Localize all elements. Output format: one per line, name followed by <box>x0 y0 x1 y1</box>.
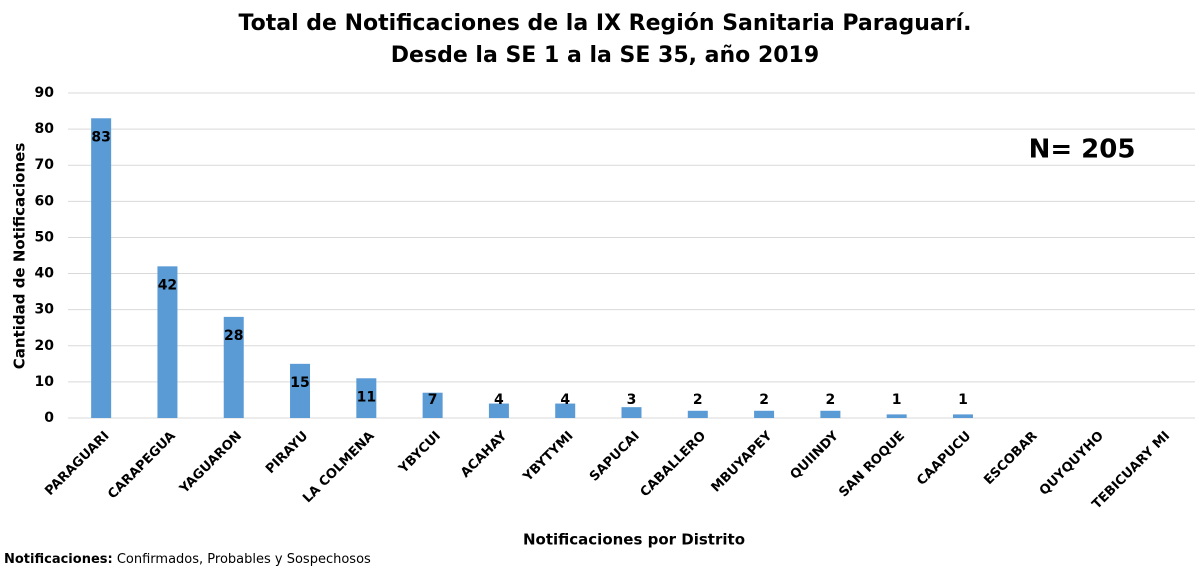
y-tick-label: 80 <box>35 121 55 137</box>
x-axis-title: Notificaciones por Distrito <box>523 531 745 549</box>
bar <box>422 392 443 418</box>
value-label: 15 <box>290 375 309 391</box>
x-tick-label: SAN ROQUE <box>836 429 908 501</box>
y-axis-title: Cantidad de Notificaciones <box>11 143 29 370</box>
bar <box>555 403 576 418</box>
value-label: 83 <box>91 129 110 145</box>
x-tick-label: YAGUARON <box>176 429 245 498</box>
x-tick-label: LA COLMENA <box>300 429 377 506</box>
x-tick-label: PARAGUARI <box>42 429 112 499</box>
bar <box>952 414 973 418</box>
bar <box>356 378 377 418</box>
value-label: 7 <box>428 392 438 408</box>
bar <box>290 363 311 418</box>
footnote-text: Confirmados, Probables y Sospechosos <box>117 552 371 567</box>
x-tick-label: CAAPUCU <box>914 429 974 489</box>
y-tick-label: 90 <box>35 85 55 101</box>
y-tick-label: 0 <box>44 410 54 426</box>
chart-subtitle: Desde la SE 1 a la SE 35, año 2019 <box>391 43 819 68</box>
y-tick-label: 10 <box>35 374 55 390</box>
x-tick-label: YBYTYMI <box>520 429 577 486</box>
footnote-label: Notificaciones: <box>4 552 113 567</box>
x-tick-label: MBUYAPEY <box>709 428 776 495</box>
bar <box>754 410 775 418</box>
bar <box>157 266 178 418</box>
x-tick-label: QUYQUYHO <box>1037 429 1107 499</box>
value-label: 1 <box>958 392 968 408</box>
x-tick-label: ACAHAY <box>458 428 511 481</box>
x-tick-label: ESCOBAR <box>981 429 1040 488</box>
x-tick-label: PIRAYU <box>263 429 311 477</box>
bar <box>91 118 112 419</box>
y-tick-label: 70 <box>35 157 55 173</box>
y-tick-label: 50 <box>35 229 55 245</box>
y-tick-label: 30 <box>35 302 55 318</box>
x-tick-label: CABALLERO <box>638 429 709 500</box>
x-tick-label: YBYCUI <box>395 429 443 477</box>
value-label: 11 <box>357 389 376 405</box>
chart-title: Total de Notificaciones de la IX Región … <box>239 11 972 36</box>
x-tick-label: CARAPEGUA <box>105 429 179 503</box>
value-label: 2 <box>759 392 769 408</box>
value-label: 3 <box>627 392 637 408</box>
footnote: Notificaciones: Confirmados, Probables y… <box>4 552 371 567</box>
x-tick-label: QUIINDY <box>788 428 842 482</box>
y-tick-label: 20 <box>35 338 55 354</box>
y-tick-label: 40 <box>35 266 55 282</box>
x-tick-label: SAPUCAI <box>587 429 643 485</box>
y-tick-label: 60 <box>35 193 55 209</box>
value-label: 4 <box>494 392 504 408</box>
value-label: 42 <box>158 277 177 293</box>
bar <box>223 316 244 418</box>
annotation: N= 205 <box>1029 135 1136 165</box>
value-label: 28 <box>224 328 243 344</box>
bar <box>488 403 509 418</box>
value-label: 2 <box>693 392 703 408</box>
bar <box>886 414 907 418</box>
value-label: 1 <box>892 392 902 408</box>
value-label: 2 <box>826 392 836 408</box>
bar <box>687 410 708 418</box>
bar <box>621 407 642 418</box>
bar <box>820 410 841 418</box>
value-label: 4 <box>560 392 570 408</box>
